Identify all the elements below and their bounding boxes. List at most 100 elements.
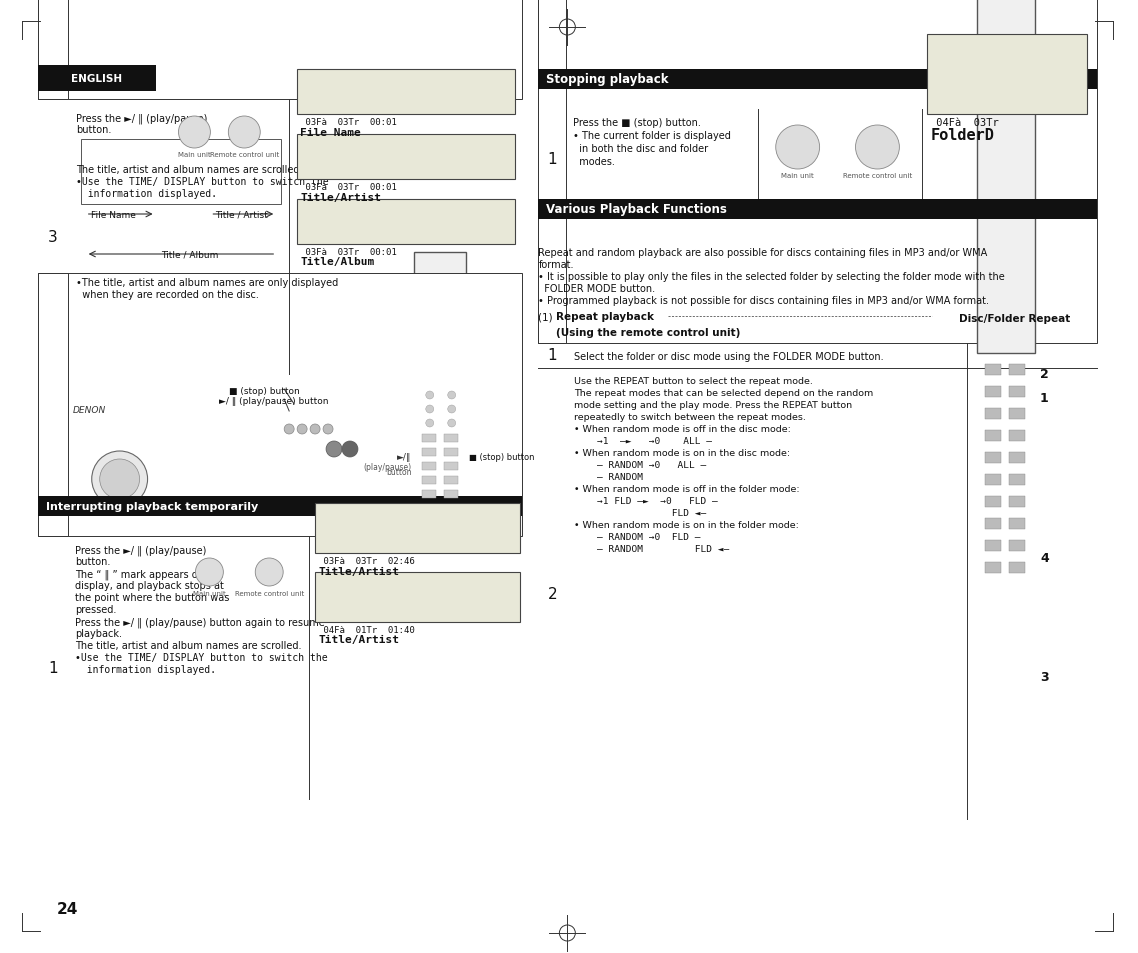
Text: Repeat playback: Repeat playback <box>556 312 654 322</box>
Text: Main unit: Main unit <box>178 152 211 158</box>
FancyBboxPatch shape <box>538 70 1097 90</box>
FancyBboxPatch shape <box>38 274 522 537</box>
Circle shape <box>284 424 294 435</box>
Bar <box>986 562 1001 574</box>
Text: Repeat and random playback are also possible for discs containing files in MP3 a: Repeat and random playback are also poss… <box>538 248 988 257</box>
Text: The repeat modes that can be selected depend on the random: The repeat modes that can be selected de… <box>575 389 874 397</box>
Bar <box>422 476 436 484</box>
FancyBboxPatch shape <box>38 66 156 91</box>
Text: •Use the TIME/ DISPLAY button to switch the: •Use the TIME/ DISPLAY button to switch … <box>75 652 328 662</box>
Bar <box>422 449 436 456</box>
Text: Title / Artist: Title / Artist <box>215 211 269 220</box>
FancyBboxPatch shape <box>538 10 1097 110</box>
Text: — RANDOM →0  FLD —: — RANDOM →0 FLD — <box>575 533 701 541</box>
Circle shape <box>255 558 283 586</box>
Text: 03Fà  03Tr  00:01: 03Fà 03Tr 00:01 <box>300 248 397 256</box>
Text: Various Playback Functions: Various Playback Functions <box>546 203 727 216</box>
Circle shape <box>776 126 819 170</box>
Circle shape <box>310 424 320 435</box>
FancyBboxPatch shape <box>978 0 1034 354</box>
Text: File Name: File Name <box>91 211 135 220</box>
Text: FOLDER MODE button.: FOLDER MODE button. <box>538 284 655 294</box>
Text: →1  —►   →0    ALL —: →1 —► →0 ALL — <box>575 436 712 446</box>
Text: • Programmed playback is not possible for discs containing files in MP3 and/or W: • Programmed playback is not possible fo… <box>538 295 989 306</box>
FancyBboxPatch shape <box>297 70 514 115</box>
Circle shape <box>426 406 434 414</box>
Circle shape <box>426 419 434 428</box>
Text: Folder mode: Folder mode <box>315 612 376 621</box>
Text: (Using the remote control unit): (Using the remote control unit) <box>556 328 741 337</box>
FancyBboxPatch shape <box>414 253 465 382</box>
Text: 03Fà  03Tr  00:01: 03Fà 03Tr 00:01 <box>300 183 397 192</box>
Bar <box>986 475 1001 485</box>
FancyBboxPatch shape <box>297 135 514 180</box>
Text: 04Fà  03Tr: 04Fà 03Tr <box>930 118 999 128</box>
Text: 2: 2 <box>547 586 558 601</box>
Bar <box>1009 409 1025 419</box>
Text: when they are recorded on the disc.: when they are recorded on the disc. <box>76 290 258 299</box>
Text: playback.: playback. <box>75 628 122 639</box>
FancyBboxPatch shape <box>81 140 281 205</box>
Text: Remote control unit: Remote control unit <box>209 152 279 158</box>
Text: FLD ◄—: FLD ◄— <box>575 509 707 517</box>
Text: Interrupting playback temporarily: Interrupting playback temporarily <box>46 501 258 512</box>
Text: The title, artist and album names are scrolled.: The title, artist and album names are sc… <box>76 165 303 174</box>
FancyBboxPatch shape <box>38 497 522 517</box>
FancyBboxPatch shape <box>65 395 294 415</box>
Text: 24: 24 <box>57 902 79 917</box>
Bar <box>444 462 457 471</box>
Bar <box>1009 365 1025 375</box>
Text: 1: 1 <box>1040 392 1049 405</box>
Circle shape <box>447 406 455 414</box>
Text: • When random mode is off in the disc mode:: • When random mode is off in the disc mo… <box>575 424 791 434</box>
Circle shape <box>447 392 455 399</box>
FancyBboxPatch shape <box>84 501 115 510</box>
Text: Disc mode: Disc mode <box>315 542 366 553</box>
Bar <box>1009 453 1025 463</box>
Text: information displayed.: information displayed. <box>76 189 216 199</box>
FancyBboxPatch shape <box>927 35 1087 115</box>
Text: • The current folder is displayed: • The current folder is displayed <box>574 131 732 141</box>
FancyBboxPatch shape <box>38 274 68 537</box>
Text: Title/Album: Title/Album <box>300 257 374 267</box>
Bar <box>1009 387 1025 397</box>
Text: format.: format. <box>538 260 574 270</box>
Circle shape <box>179 117 211 149</box>
Text: Press the ■ (stop) button.: Press the ■ (stop) button. <box>574 118 701 128</box>
Text: Main unit: Main unit <box>782 172 814 179</box>
Text: repeatedly to switch between the repeat modes.: repeatedly to switch between the repeat … <box>575 413 806 421</box>
Text: the point where the button was: the point where the button was <box>75 593 229 602</box>
Text: ENGLISH: ENGLISH <box>72 74 122 84</box>
Text: information displayed.: information displayed. <box>75 664 216 675</box>
Text: modes.: modes. <box>574 157 616 167</box>
Text: 1: 1 <box>48 660 58 676</box>
Text: 2: 2 <box>1040 367 1049 380</box>
Bar <box>1009 431 1025 441</box>
Bar <box>986 387 1001 397</box>
Bar <box>1009 540 1025 552</box>
Text: →1 FLD —►  →0   FLD —: →1 FLD —► →0 FLD — <box>575 497 718 505</box>
Text: Press the ►/ ‖ (play/pause): Press the ►/ ‖ (play/pause) <box>76 112 207 123</box>
Text: 1: 1 <box>547 348 558 363</box>
Text: 03Fà  03Tr  02:46: 03Fà 03Tr 02:46 <box>319 557 415 565</box>
FancyBboxPatch shape <box>38 0 68 100</box>
FancyBboxPatch shape <box>55 285 364 399</box>
Circle shape <box>92 452 148 507</box>
Bar <box>1009 562 1025 574</box>
Text: Select the folder or disc mode using the FOLDER MODE button.: Select the folder or disc mode using the… <box>575 352 884 361</box>
Text: Press the ►/ ‖ (play/pause): Press the ►/ ‖ (play/pause) <box>75 544 206 555</box>
Circle shape <box>343 441 358 457</box>
Text: Title/Artist: Title/Artist <box>319 566 399 576</box>
Text: 3: 3 <box>1040 670 1048 683</box>
FancyBboxPatch shape <box>538 0 567 344</box>
Bar <box>444 491 457 498</box>
FancyBboxPatch shape <box>38 0 522 100</box>
Text: Main unit: Main unit <box>193 590 225 597</box>
Text: in both the disc and folder: in both the disc and folder <box>574 144 709 153</box>
Text: pressed.: pressed. <box>75 604 116 615</box>
Circle shape <box>323 424 333 435</box>
FancyBboxPatch shape <box>538 0 1097 344</box>
Text: •The title, artist and album names are only displayed: •The title, artist and album names are o… <box>76 277 338 288</box>
Text: button.: button. <box>76 125 112 135</box>
Bar <box>986 453 1001 463</box>
